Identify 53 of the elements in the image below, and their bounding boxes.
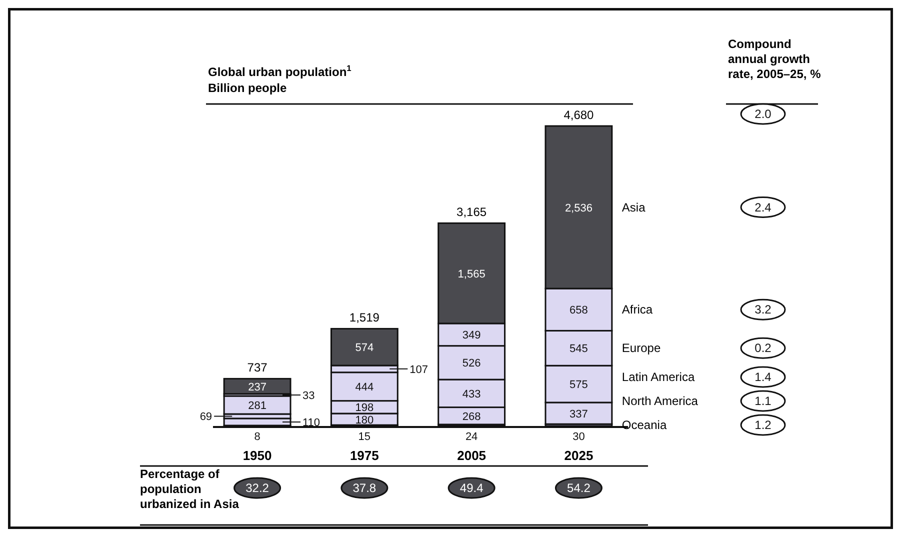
series-label: Oceania <box>622 418 667 432</box>
series-label: Asia <box>622 200 646 214</box>
text: Compound annual growth rate, 2005–25, % <box>728 37 822 81</box>
data-label: 15 <box>358 431 371 443</box>
data-label: 24 <box>465 431 478 443</box>
data-label: 526 <box>462 358 481 370</box>
data-label: 575 <box>570 379 588 392</box>
data-label: 110 <box>302 416 320 429</box>
text: 2.0 <box>754 107 772 121</box>
data-label: 349 <box>462 330 481 342</box>
data-label: 180 <box>355 414 374 426</box>
x-tick-label: 1975 <box>350 448 379 463</box>
text: 37.8 <box>352 481 376 495</box>
x-tick-label: 2005 <box>457 448 486 463</box>
series-label: Europe <box>622 341 661 356</box>
data-label: 107 <box>410 364 428 376</box>
data-label: 30 <box>572 431 585 443</box>
text: 1.4 <box>754 370 772 384</box>
data-label: 444 <box>355 382 374 394</box>
data-label: 2,536 <box>564 202 592 214</box>
series-label: Latin America <box>622 370 695 384</box>
total-label: 1,519 <box>349 310 380 325</box>
total-label: 4,680 <box>564 108 594 122</box>
text: 3.2 <box>754 302 772 317</box>
chart-subtitle: Billion people <box>208 81 287 95</box>
text: 2.4 <box>754 200 772 214</box>
data-label: 33 <box>302 390 315 402</box>
data-label: 545 <box>570 343 588 356</box>
text: 1.1 <box>754 394 772 408</box>
chart-title: Global urban population$^{1}$ <box>208 63 352 79</box>
text: 1.2 <box>754 418 772 432</box>
x-tick-label: 1950 <box>242 448 272 463</box>
total-label: 737 <box>247 360 268 375</box>
text: 49.4 <box>460 481 484 495</box>
text: 32.2 <box>246 481 270 495</box>
data-label: 433 <box>462 388 481 400</box>
data-label: 198 <box>355 402 374 414</box>
data-label: 8 <box>254 431 260 443</box>
data-label: 268 <box>462 410 481 423</box>
series-label: North America <box>622 394 698 408</box>
data-label: 69 <box>200 411 212 424</box>
data-label: 337 <box>570 408 588 420</box>
text: Percentage of population urbanized in Asia <box>140 467 240 511</box>
total-label: 3,165 <box>456 205 487 220</box>
data-label: 281 <box>248 400 266 412</box>
data-label: 574 <box>355 342 374 354</box>
text: 0.2 <box>754 341 772 356</box>
x-tick-label: 2025 <box>564 448 594 463</box>
data-label: 658 <box>570 304 588 317</box>
data-label: 237 <box>248 381 266 394</box>
series-label: Africa <box>622 302 653 317</box>
data-label: 1,565 <box>458 268 486 280</box>
text: 54.2 <box>567 481 591 495</box>
